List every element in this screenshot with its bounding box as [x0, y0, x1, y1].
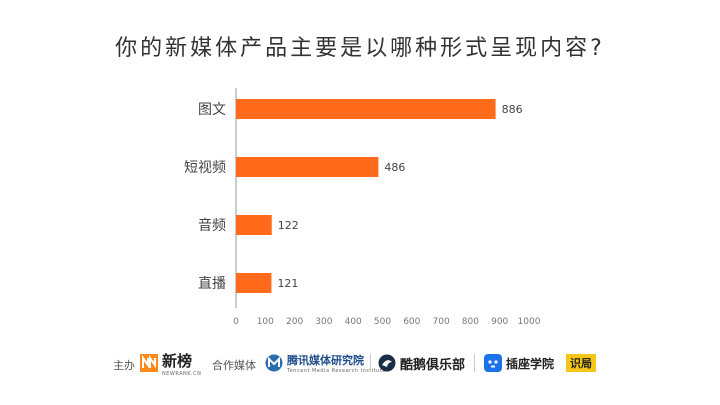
x-tick-label: 800 — [462, 317, 479, 327]
x-tick-label: 500 — [374, 317, 391, 327]
bar-1 — [236, 157, 379, 177]
penguin-icon — [378, 354, 396, 372]
bars-group — [236, 99, 496, 293]
partner-sub-tencent: Tencent Media Research Institute — [287, 368, 386, 374]
value-label: 121 — [277, 277, 298, 290]
x-tick-label: 100 — [257, 317, 274, 327]
x-tick-labels: 0 100 200 300 400 500 600 700 800 900 1000 — [233, 317, 541, 327]
partner-logo-tencent[interactable]: 腾讯媒体研究院 Tencent Media Research Institute — [265, 350, 386, 376]
partner-name-kuee: 酷鹅俱乐部 — [400, 357, 466, 373]
x-tick-label: 900 — [491, 317, 508, 327]
footer: 主办 新榜 NEWRANK.CN 合作媒体 腾讯媒体研究院 Tencent Me… — [0, 345, 720, 381]
value-labels: 886 486 122 121 — [277, 103, 522, 290]
tencent-media-icon — [265, 354, 283, 372]
x-tick-label: 300 — [315, 317, 332, 327]
partner-name-chazuo: 插座学院 — [506, 356, 555, 371]
partner-label: 合作媒体 — [212, 359, 256, 372]
bar-3 — [236, 273, 272, 293]
footer-divider — [474, 354, 475, 372]
bar-0 — [236, 99, 496, 119]
x-tick-label: 200 — [286, 317, 303, 327]
host-label: 主办 — [113, 359, 135, 372]
x-tick-label: 400 — [345, 317, 362, 327]
socket-icon — [484, 354, 502, 372]
bar-2 — [236, 215, 272, 235]
x-tick-label: 0 — [233, 317, 239, 327]
newrank-logo[interactable]: 新榜 NEWRANK.CN — [140, 350, 202, 377]
value-label: 122 — [278, 219, 299, 232]
newrank-logo-text: 新榜 — [162, 351, 193, 370]
category-label: 直播 — [198, 275, 226, 292]
footer-divider — [370, 354, 371, 372]
partner-logo-kuee[interactable]: 酷鹅俱乐部 — [378, 350, 465, 376]
partner-logo-shiju[interactable]: 识局 — [566, 354, 596, 372]
x-tick-label: 700 — [433, 317, 450, 327]
category-label: 图文 — [198, 102, 226, 118]
value-label: 886 — [502, 103, 523, 116]
x-tick-label: 600 — [403, 317, 420, 327]
newrank-logo-sub: NEWRANK.CN — [162, 370, 202, 377]
partner-logo-chazuo[interactable]: 插座学院 — [484, 350, 554, 376]
partner-name-tencent: 腾讯媒体研究院 — [287, 354, 364, 367]
value-label: 486 — [384, 161, 405, 174]
category-label: 短视频 — [184, 160, 226, 176]
partner-name-shiju: 识局 — [570, 357, 592, 370]
newrank-logo-icon — [140, 354, 158, 372]
x-tick-label: 1000 — [518, 317, 541, 327]
category-label: 音频 — [198, 217, 226, 234]
chart-title: 你的新媒体产品主要是以哪种形式呈现内容? — [115, 36, 605, 61]
